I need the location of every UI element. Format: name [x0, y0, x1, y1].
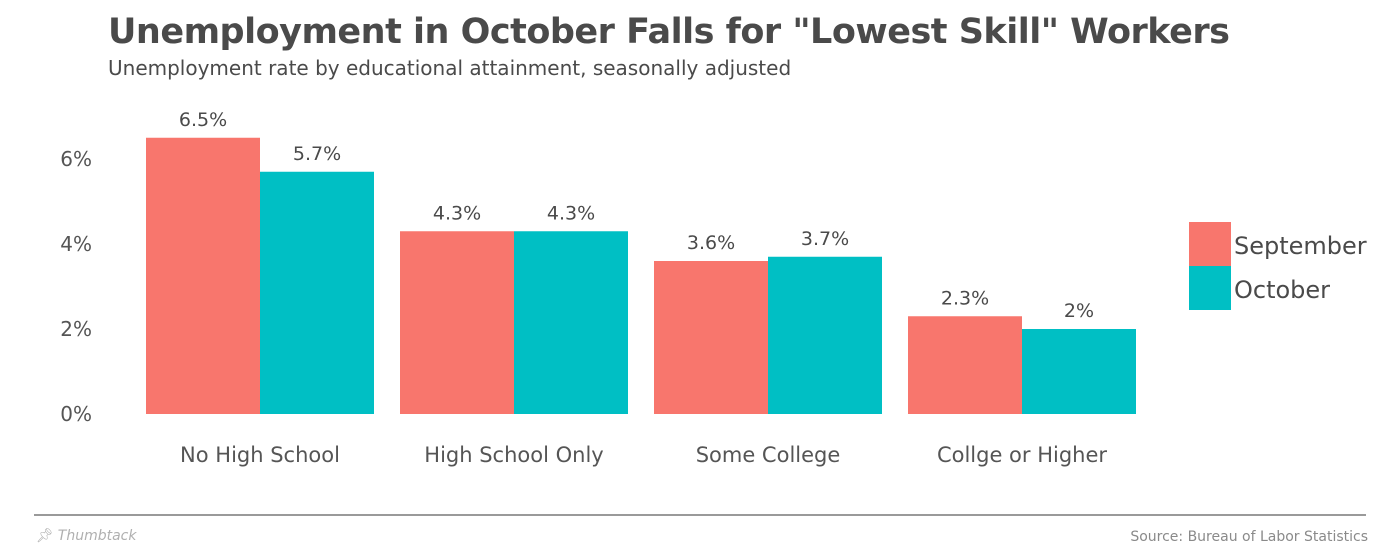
x-tick-label: High School Only: [424, 443, 603, 467]
legend-swatch-october: [1189, 266, 1231, 310]
bar-september: [146, 137, 260, 414]
bar-september: [654, 261, 768, 414]
x-tick-label: Some College: [696, 443, 841, 467]
brand-logo: 📌︎ Thumbtack: [36, 528, 136, 544]
data-label: 4.3%: [433, 202, 481, 224]
x-tick-label: No High School: [180, 443, 340, 467]
data-label: 3.6%: [687, 232, 735, 254]
data-label: 3.7%: [801, 228, 849, 250]
source-note: Source: Bureau of Labor Statistics: [1130, 529, 1368, 545]
y-tick-label: 2%: [60, 317, 92, 341]
bar-september: [908, 316, 1022, 414]
data-label: 5.7%: [293, 143, 341, 165]
data-label: 2%: [1064, 300, 1094, 322]
legend-label-october: October: [1234, 276, 1330, 304]
pin-icon: 📌︎: [36, 528, 54, 544]
chart-subtitle: Unemployment rate by educational attainm…: [108, 56, 792, 80]
bar-october: [1022, 329, 1136, 414]
data-label: 4.3%: [547, 202, 595, 224]
data-label: 2.3%: [941, 287, 989, 309]
bar-october: [768, 256, 882, 414]
x-tick-label: Collge or Higher: [937, 443, 1107, 467]
legend-swatch-september: [1189, 222, 1231, 266]
legend-label-september: September: [1234, 232, 1367, 260]
bar-october: [514, 231, 628, 414]
bar-september: [400, 231, 514, 414]
y-tick-label: 4%: [60, 232, 92, 256]
footer-divider: [34, 514, 1366, 516]
y-tick-label: 0%: [60, 402, 92, 426]
y-tick-label: 6%: [60, 147, 92, 171]
bar-chart: 0% 2% 4% 6% 6.5% 5.7% No High School 4.3% 4.3% Hi…: [60, 109, 1367, 467]
brand-name: Thumbtack: [57, 528, 137, 544]
chart-title: Unemployment in October Falls for "Lowes…: [108, 12, 1230, 52]
bar-october: [260, 171, 374, 414]
data-label: 6.5%: [179, 109, 227, 131]
